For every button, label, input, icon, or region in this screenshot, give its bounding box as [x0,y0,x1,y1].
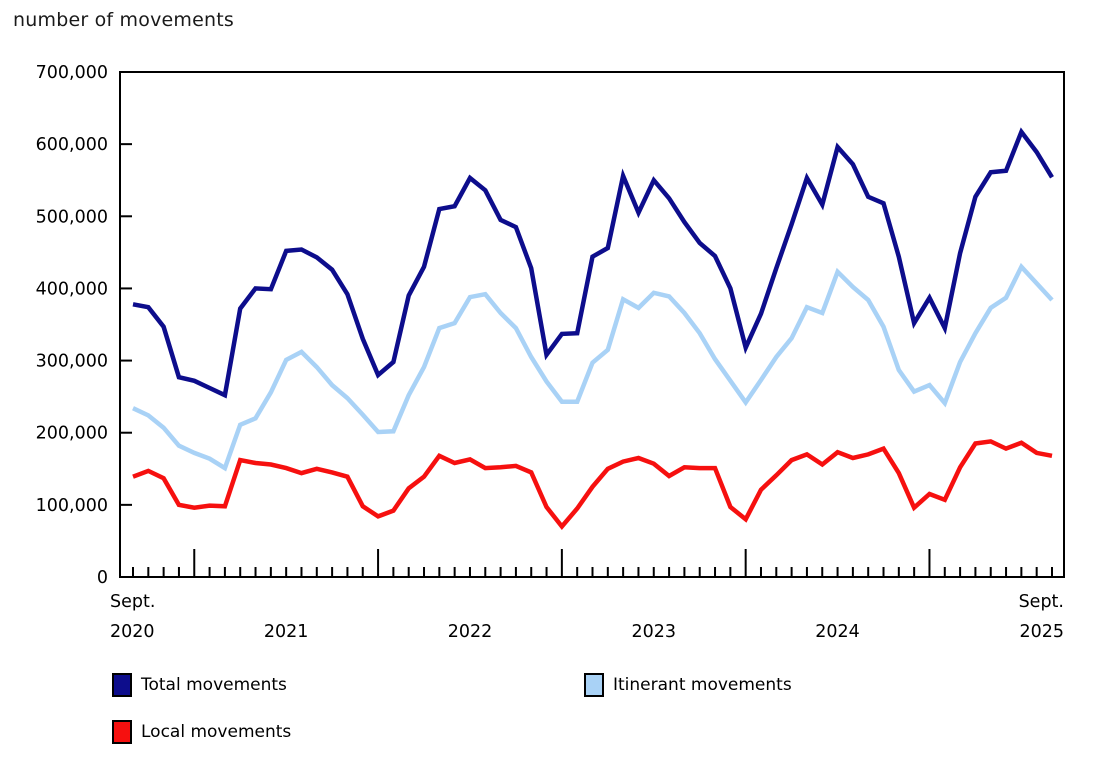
total-movements-line [132,127,1054,399]
y-axis: 0 100,000 200,000 300,000 400,000 500,000 600,… [36,63,132,588]
y-tick-label: 0 [97,568,108,588]
legend-item-itinerant: Itinerant movements [584,673,792,697]
legend-label-total: Total movements [141,675,287,695]
x-label-year: 2022 [448,622,493,642]
y-tick-label: 600,000 [36,135,108,155]
x-label-start-month: Sept. [110,592,155,612]
x-label-year: 2023 [631,622,676,642]
legend-label-local: Local movements [141,722,292,742]
x-label-year: 2021 [264,622,309,642]
plot-border [119,71,1065,578]
itinerant-movements-line [132,262,1054,472]
legend-item-local: Local movements [112,720,292,744]
x-label-end-month: Sept. [1019,592,1064,612]
y-tick-label: 300,000 [36,352,108,372]
local-movements-swatch [112,720,132,744]
legend-item-total: Total movements [112,673,287,697]
chart-title: number of movements [13,9,235,31]
local-movements-line [132,439,1053,531]
legend-label-itinerant: Itinerant movements [613,675,792,695]
y-tick-label: 100,000 [36,496,108,516]
y-tick-label: 200,000 [36,424,108,444]
itinerant-movements-swatch [584,673,604,697]
y-tick-label: 700,000 [36,63,108,83]
total-movements-swatch [112,673,132,697]
x-label-year: 2024 [815,622,860,642]
x-label-end-year: 2025 [1019,622,1064,642]
y-tick-label: 400,000 [36,279,108,299]
x-axis: Sept. 2020 2021 2022 2023 2024 Sept. 2025 [110,549,1064,642]
x-label-start-year: 2020 [110,622,155,642]
y-tick-label: 500,000 [36,207,108,227]
